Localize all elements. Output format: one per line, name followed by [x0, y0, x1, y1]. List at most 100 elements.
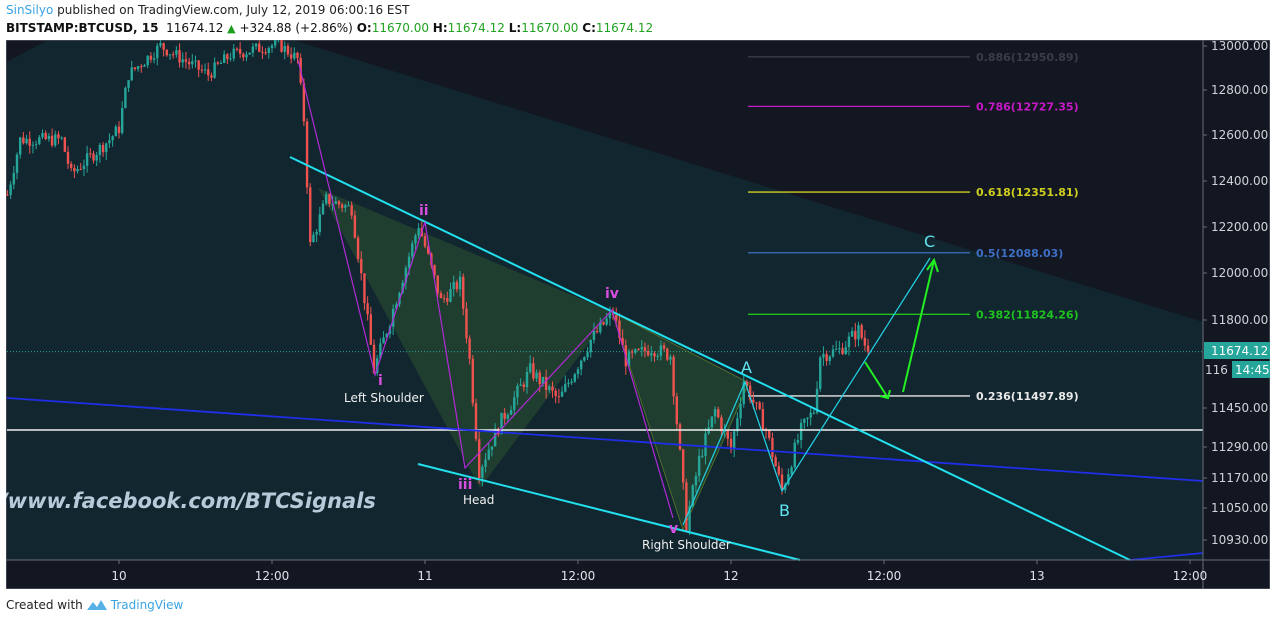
candle-body	[114, 126, 118, 137]
candle	[809, 406, 812, 426]
candle	[105, 142, 108, 161]
candle	[264, 48, 267, 56]
wave-label-v: v	[669, 521, 678, 537]
candle	[446, 291, 449, 306]
time-axis[interactable]: 10 12:00 11 12:00 12 12:00 13 12:00	[111, 560, 1207, 583]
fib-retracement[interactable]: 0.886(12950.89) 0.786(12727.35) 0.618(1235…	[748, 51, 1079, 403]
candle-body	[439, 293, 443, 299]
candle	[82, 159, 86, 177]
author-link[interactable]: SinSilyo	[6, 3, 54, 17]
candle-body	[790, 467, 793, 475]
candle-body	[334, 201, 337, 204]
candle	[831, 344, 835, 359]
candle-body	[98, 144, 102, 156]
candle	[423, 232, 427, 249]
candle-body	[156, 45, 159, 59]
high-label: H:	[432, 21, 448, 35]
candle-body	[191, 61, 194, 65]
candle	[411, 240, 414, 263]
footer: Created with TradingView	[6, 598, 183, 612]
candle-body	[130, 67, 133, 81]
candle	[799, 418, 803, 449]
candle-body	[25, 138, 28, 144]
blue-trendline[interactable]	[6, 397, 1204, 482]
price-axis[interactable]: 13000.00 12800.00 12600.00 12400.00 12200.00…	[1203, 40, 1268, 547]
price-chart[interactable]: 0.886(12950.89) 0.786(12727.35) 0.618(1235…	[6, 40, 1270, 589]
candle-body	[589, 339, 592, 353]
candle-body	[493, 428, 497, 447]
candle	[146, 55, 149, 69]
candle	[433, 264, 436, 279]
last-price-axis-label: 11674.12	[1211, 344, 1268, 358]
candle	[834, 340, 838, 351]
wave-label-ii: ii	[419, 203, 429, 219]
candle	[519, 378, 522, 386]
candle-body	[331, 203, 334, 205]
plot-area[interactable]: 0.886(12950.89) 0.786(12727.35) 0.618(1235…	[6, 40, 1204, 561]
label-head: Head	[463, 493, 494, 507]
candle	[242, 52, 245, 62]
candle-body	[857, 325, 860, 340]
blue-trendline-lower[interactable]	[1129, 552, 1204, 561]
candle	[586, 347, 589, 360]
upper-wedge-trendline[interactable]	[289, 156, 1131, 561]
candle-body	[490, 446, 494, 450]
candle	[156, 43, 159, 66]
candle	[375, 354, 379, 376]
candle-body	[691, 485, 694, 507]
watermark-text: /www.facebook.com/BTCSignals	[6, 489, 376, 513]
candle	[41, 129, 44, 140]
candle-body	[50, 135, 54, 146]
candle-body	[793, 442, 796, 468]
candle	[442, 294, 446, 303]
tradingview-link[interactable]: TradingView	[110, 598, 184, 612]
candle-body	[506, 414, 510, 419]
price-tick-label: 12800.00	[1211, 83, 1268, 97]
abc-correction-path[interactable]	[682, 257, 931, 526]
candle	[360, 251, 363, 281]
candle	[621, 329, 624, 346]
candle	[15, 152, 19, 180]
candle	[356, 235, 360, 263]
arrow-up-icon	[902, 259, 935, 393]
candle-body	[685, 482, 688, 531]
publish-info: SinSilyo published on TradingView.com, J…	[6, 3, 409, 17]
candle	[366, 296, 369, 321]
candle	[452, 275, 455, 297]
symbol-name[interactable]: BITSTAMP:BTCUSD, 15	[6, 21, 159, 35]
candle-body	[162, 43, 165, 50]
candle	[69, 161, 73, 172]
candle	[238, 42, 242, 59]
elliott-wave-path[interactable]	[297, 59, 674, 519]
candle	[564, 375, 567, 393]
candle-body	[583, 357, 586, 361]
candle	[602, 321, 605, 326]
candle	[774, 454, 777, 467]
candle	[576, 366, 580, 379]
time-tick-label: 12:00	[255, 569, 290, 583]
candle-body	[360, 258, 363, 274]
candle-body	[637, 349, 640, 351]
candle-body	[286, 45, 290, 55]
candle-body	[442, 298, 446, 300]
wave-label-iii: iii	[458, 477, 472, 493]
candle-body	[159, 43, 162, 46]
triangle-up-icon: ▲	[227, 22, 236, 35]
lower-wedge-trendline[interactable]	[417, 463, 801, 561]
candle	[12, 165, 16, 190]
candle	[312, 231, 315, 243]
candle	[101, 142, 105, 157]
candle	[439, 290, 443, 299]
candle	[532, 357, 535, 382]
candle-body	[528, 363, 532, 372]
candle	[66, 146, 70, 170]
candle	[417, 223, 420, 240]
candle	[379, 338, 382, 360]
candle	[63, 136, 67, 153]
candle	[771, 432, 774, 462]
candle	[742, 374, 745, 408]
candle	[216, 61, 220, 66]
candle-body	[248, 52, 251, 55]
candle-body	[423, 236, 427, 247]
candle	[688, 500, 691, 535]
